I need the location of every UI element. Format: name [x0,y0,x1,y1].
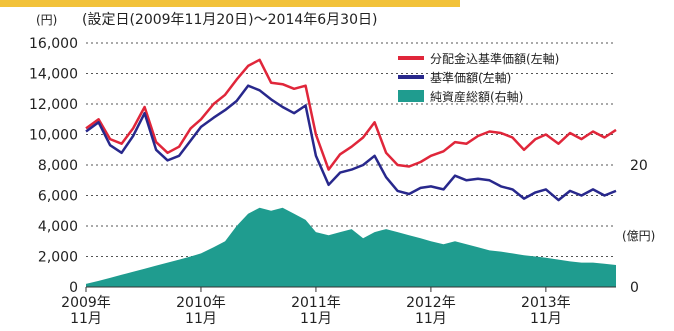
left-unit-label: (円) [36,13,57,27]
chart-title: (設定日(2009年11月20日)〜2014年6月30日) [82,12,377,28]
x-tick-label-year: 2011年 [291,295,341,311]
x-tick-label-month: 11月 [70,311,102,327]
y-right-tick-label: 0 [630,280,639,296]
top-accent-band [0,0,460,7]
x-tick-label-year: 2012年 [406,295,456,311]
series-line-nav [85,84,617,202]
y-right-tick-label: 20 [630,158,648,174]
legend: 分配金込基準価額(左軸) 基準価額(左軸) 純資産総額(右軸) [398,51,559,104]
y-left-tick-label: 16,000 [29,36,78,52]
x-tick-label-year: 2010年 [176,295,226,311]
line-layer [85,58,617,202]
series-line-nav-with-dividends [85,58,617,171]
area-layer [86,207,616,287]
legend-label: 基準価額(左軸) [430,70,511,85]
y-left-tick-label: 0 [69,280,78,296]
x-tick-label-year: 2009年 [61,295,111,311]
legend-swatch [398,90,424,102]
legend-label: 分配金込基準価額(左軸) [430,51,559,66]
x-tick-label-month: 11月 [415,311,447,327]
x-tick-label-month: 11月 [530,311,562,327]
axis-layer: 0 2,000 4,000 6,000 8,000 10,000 12,000 14,000 1… [29,36,648,327]
y-left-tick-label: 6,000 [38,189,78,205]
right-unit-label: (億円) [622,229,655,243]
x-tick-label-year: 2013年 [521,295,571,311]
y-left-tick-label: 8,000 [38,158,78,174]
y-left-tick-label: 2,000 [38,250,78,266]
y-left-tick-label: 14,000 [29,67,78,83]
y-left-tick-label: 4,000 [38,219,78,235]
y-left-tick-label: 10,000 [29,128,78,144]
legend-label: 純資産総額(右軸) [430,89,523,104]
series-area-net-assets [86,207,616,287]
x-tick-label-month: 11月 [300,311,332,327]
y-left-tick-label: 12,000 [29,97,78,113]
x-tick-label-month: 11月 [185,311,217,327]
